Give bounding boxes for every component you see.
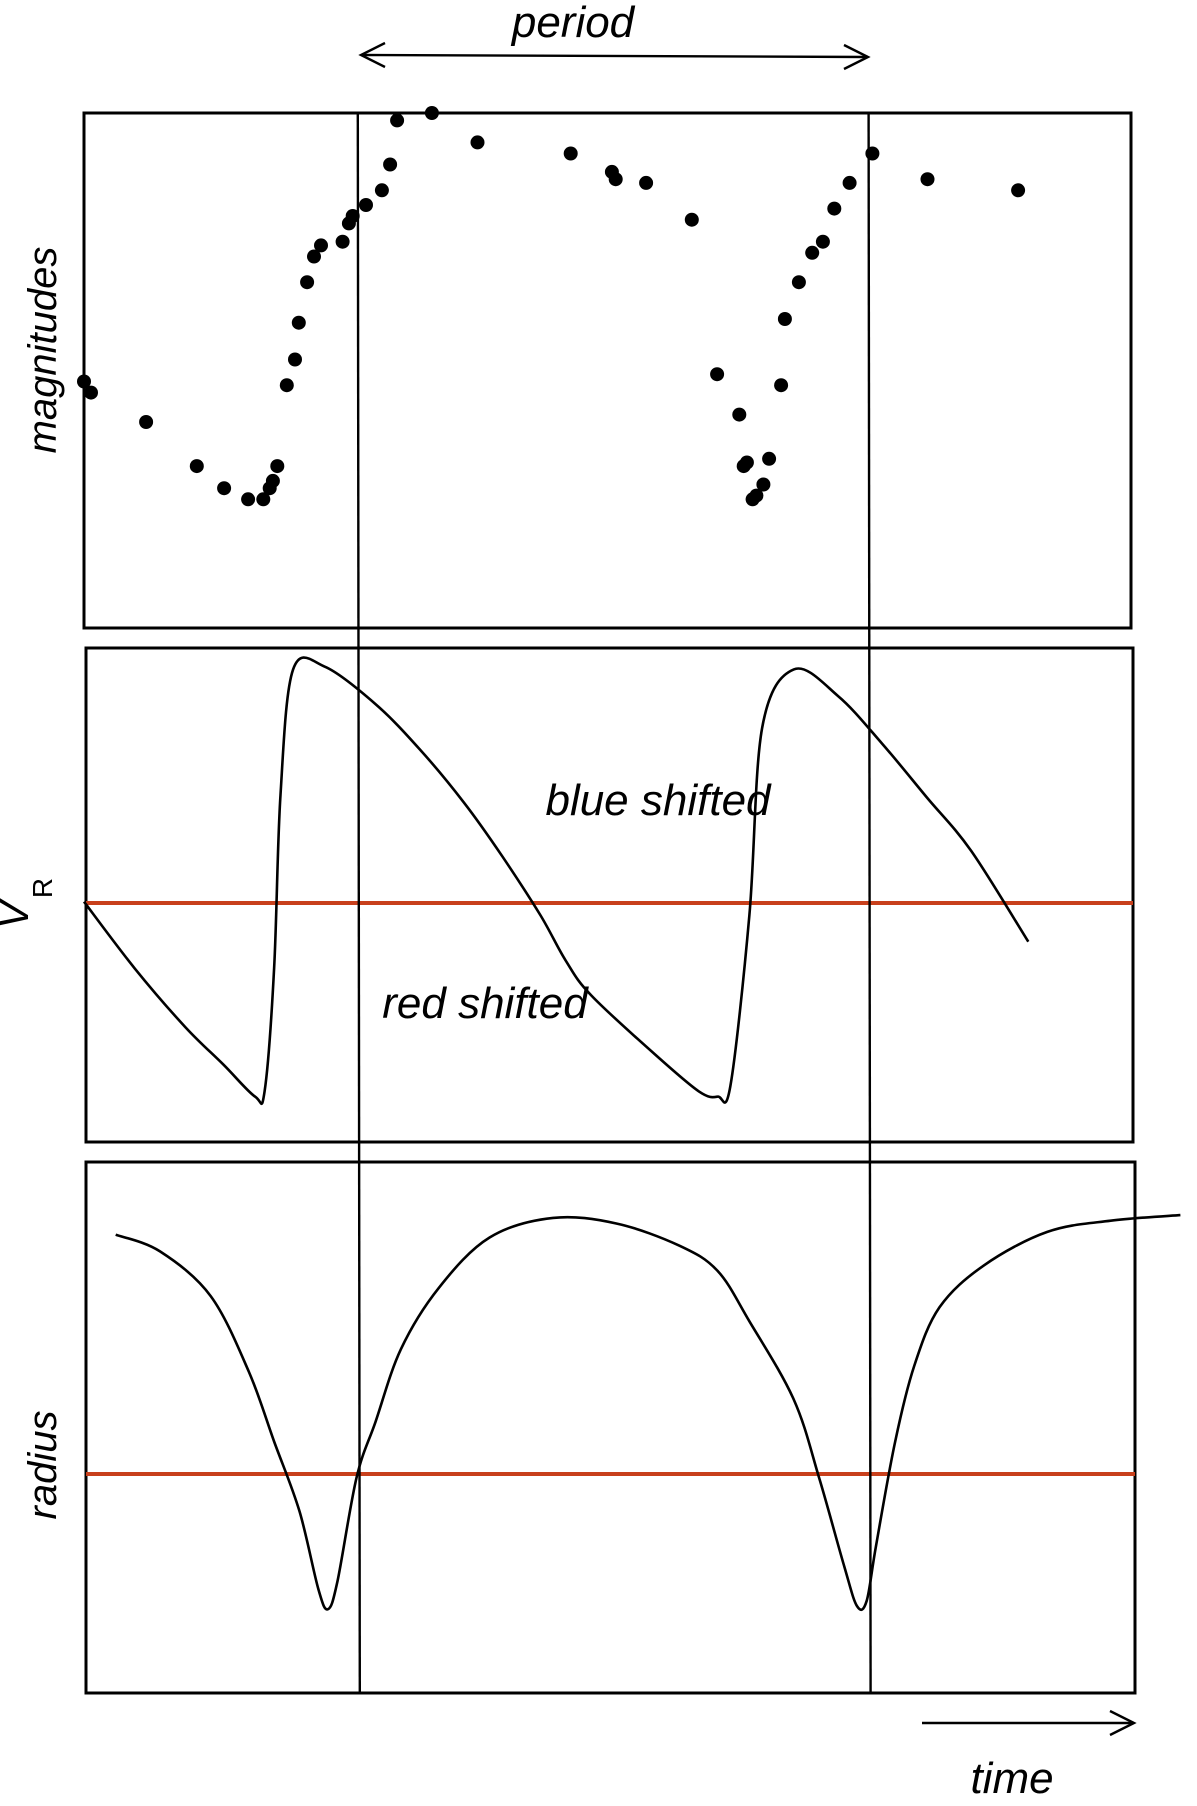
magnitude-point [791, 275, 806, 290]
magnitude-point [265, 473, 280, 488]
magnitude-point [827, 201, 842, 216]
magnitude-point [189, 459, 204, 474]
magnitude-point [424, 106, 439, 120]
magnitude-point [307, 249, 321, 264]
radius-axis-label: radius [21, 1411, 65, 1520]
radial-velocity-panel-frame [84, 646, 1135, 1144]
magnitude-point [774, 378, 789, 393]
magnitude-point [777, 312, 792, 326]
period-label: period [510, 0, 636, 47]
magnitude-point [241, 492, 256, 507]
time-arrow [922, 1709, 1137, 1737]
magnitude-point [739, 455, 754, 470]
magnitude-point [710, 367, 725, 382]
magnitude-point [732, 407, 747, 422]
magnitude-point [279, 378, 294, 393]
magnitude-point [608, 172, 623, 187]
magnitude-point [756, 477, 771, 492]
magnitude-point [256, 492, 271, 507]
period-marker-line [867, 112, 872, 1694]
magnitude-point [345, 209, 360, 223]
radial-velocity-panel: V R blue shifted red shifted [0, 646, 1135, 1144]
magnitude-point [390, 113, 405, 128]
magnitude-point [84, 385, 98, 400]
radius-panel-frame [84, 1160, 1137, 1695]
magnitude-point [335, 234, 350, 249]
magnitude-point [288, 352, 302, 367]
magnitude-point [805, 245, 820, 260]
magnitude-point [684, 212, 699, 227]
period-arrow [358, 41, 871, 71]
magnitude-point [291, 315, 306, 330]
radial-velocity-axis-label: V R [0, 878, 58, 929]
vr-axis-symbol: V [0, 897, 37, 929]
magnitude-point [374, 183, 389, 198]
magnitude-point [359, 198, 373, 212]
magnitude-point [639, 175, 654, 190]
magnitude-point [383, 157, 398, 172]
magnitude-point [749, 488, 764, 503]
time-label: time [970, 1754, 1053, 1803]
magnitude-point [563, 146, 578, 161]
period-marker-line [356, 112, 361, 1694]
radius-panel: radius [21, 1160, 1181, 1695]
blue-shifted-label: blue shifted [545, 776, 772, 825]
magnitude-point [762, 451, 777, 466]
magnitudes-panel: magnitudes [21, 106, 1133, 630]
magnitudes-points [77, 106, 1026, 507]
period-markers [356, 112, 872, 1694]
red-shifted-label: red shifted [382, 979, 589, 1028]
magnitude-point [842, 175, 857, 190]
magnitude-point [314, 238, 328, 253]
magnitude-point [920, 172, 935, 187]
magnitude-point [270, 459, 285, 474]
vr-axis-subscript: R [27, 878, 58, 898]
magnitude-point [139, 415, 154, 429]
magnitude-point [217, 481, 232, 496]
radius-curve [115, 1213, 1181, 1612]
magnitudes-axis-label: magnitudes [21, 247, 65, 454]
magnitude-point [470, 135, 485, 150]
vr-curve [82, 656, 1030, 1105]
magnitude-point [300, 275, 315, 290]
magnitude-point [815, 234, 830, 249]
magnitude-point [1011, 183, 1026, 198]
magnitude-point [77, 374, 91, 389]
magnitudes-panel-frame [82, 111, 1133, 630]
